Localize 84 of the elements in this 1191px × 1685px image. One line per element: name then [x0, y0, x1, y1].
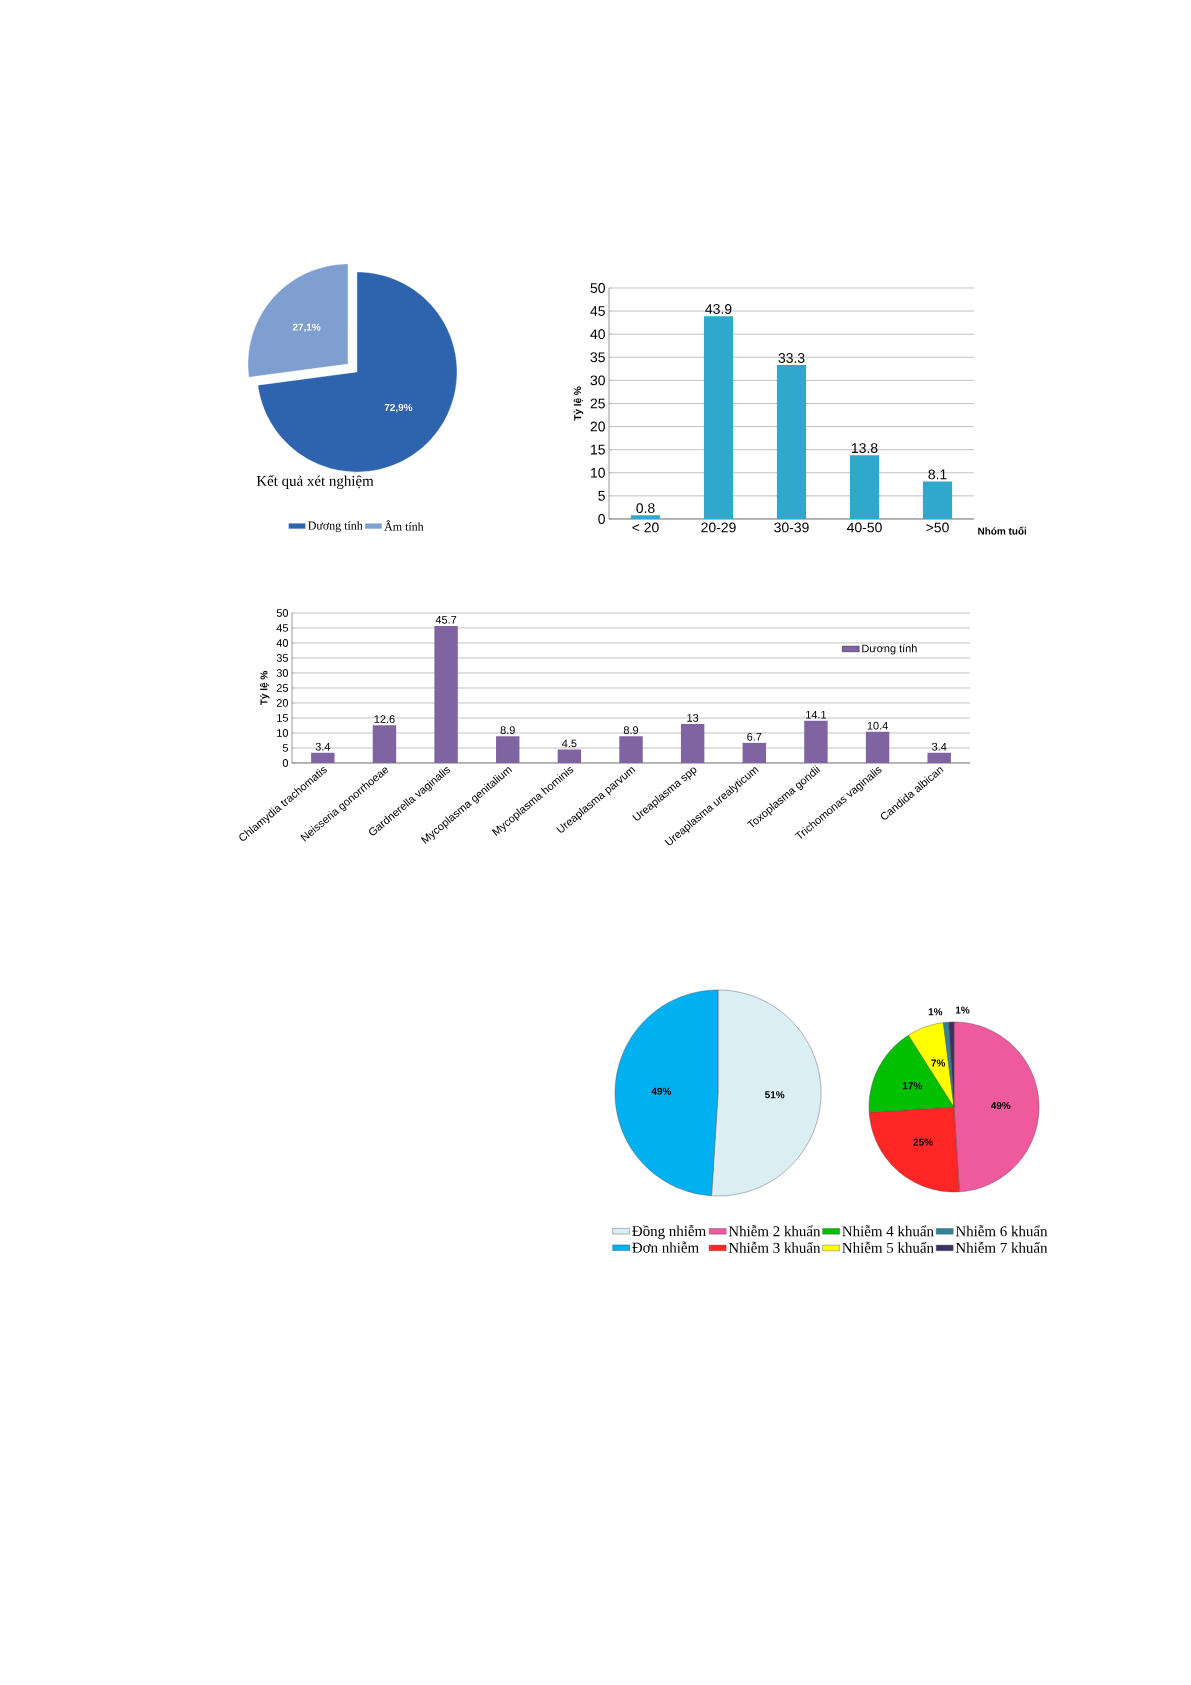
legend-label: Nhiễm 2 khuẩn — [728, 1225, 821, 1237]
bar — [680, 723, 705, 763]
x-tick-label: 20-29 — [701, 522, 736, 533]
legend-label: Đơn nhiễm — [632, 1241, 699, 1253]
legend-label: Đồng nhiễm — [632, 1224, 706, 1240]
data-label: 1% — [928, 1008, 943, 1016]
x-axis-title: Nhóm tuổi — [978, 526, 1027, 535]
data-label: 3.4 — [315, 742, 331, 751]
data-label: 4.5 — [562, 739, 577, 748]
data-label: 8.1 — [928, 469, 947, 480]
data-label: 1% — [955, 1006, 970, 1014]
data-label: 27,1% — [292, 323, 321, 333]
bar — [311, 752, 335, 763]
bar — [434, 625, 458, 763]
data-label: 6.7 — [747, 732, 762, 741]
text: Kết quả xét nghiệm — [256, 474, 374, 489]
x-tick-label: 30-39 — [774, 522, 809, 533]
y-tick-label: 20 — [276, 699, 289, 707]
data-label: 33.3 — [778, 353, 805, 363]
legend-label: Nhiễm 4 khuẩn — [842, 1225, 934, 1237]
data-label: 0.8 — [636, 503, 655, 514]
data-label: 13 — [687, 714, 699, 722]
y-axis-title: Tỷ lệ % — [573, 386, 584, 421]
bar — [742, 742, 766, 763]
data-label: 10.4 — [867, 721, 888, 730]
y-tick-label: 25 — [590, 398, 605, 409]
y-tick-label: 5 — [598, 491, 605, 501]
bar — [776, 365, 807, 519]
data-label: 43.9 — [705, 304, 732, 314]
y-tick-label: 10 — [277, 729, 289, 737]
legend-label: Nhiễm 5 khuẩn — [842, 1241, 934, 1253]
data-label: 14.1 — [806, 710, 827, 719]
data-label: 49% — [990, 1102, 1011, 1110]
bar — [619, 736, 643, 763]
y-tick-label: 45 — [590, 306, 605, 316]
legend-label: Nhiễm 6 khuẩn — [955, 1225, 1048, 1237]
y-tick-label: 35 — [276, 654, 289, 662]
bar — [372, 725, 397, 763]
data-label: 7% — [931, 1059, 946, 1067]
bar — [496, 736, 520, 763]
y-tick-label: 15 — [277, 714, 289, 722]
y-tick-label: 50 — [590, 283, 605, 293]
data-label: 12.6 — [374, 715, 395, 723]
legend-label: Nhiễm 3 khuẩn — [728, 1241, 821, 1253]
bar — [927, 752, 951, 763]
bar — [703, 316, 734, 519]
y-tick-label: 0 — [282, 759, 289, 767]
y-tick-label: 5 — [282, 744, 289, 752]
bar — [922, 481, 953, 519]
y-tick-label: 30 — [276, 669, 289, 677]
x-tick-label: < 20 — [632, 522, 659, 533]
data-label: 72,9% — [384, 403, 413, 413]
data-label: 8.9 — [623, 726, 639, 735]
legend-label: Nhiễm 7 khuẩn — [955, 1241, 1048, 1253]
bar — [865, 731, 890, 763]
bar — [804, 720, 828, 763]
data-label: 49% — [651, 1087, 672, 1095]
data-label: 25% — [913, 1138, 933, 1146]
data-label: 13.8 — [852, 443, 878, 454]
data-label: 8.9 — [500, 726, 515, 735]
data-label: 45.7 — [435, 616, 457, 624]
legend-label: Âm tính — [384, 520, 424, 531]
y-tick-label: 40 — [276, 639, 289, 647]
y-tick-label: 30 — [590, 375, 605, 386]
x-tick-label: >50 — [926, 522, 949, 533]
y-tick-label: 15 — [591, 444, 605, 455]
data-label: 3.4 — [932, 742, 947, 751]
legend-label: Dương tính — [308, 521, 363, 533]
y-tick-label: 0 — [598, 514, 605, 524]
data-label: 51% — [765, 1091, 785, 1099]
bar — [630, 515, 661, 519]
y-tick-label: 20 — [590, 421, 605, 432]
y-tick-label: 10 — [591, 467, 605, 478]
legend-label: Dương tính — [862, 644, 917, 655]
y-tick-label: 25 — [276, 684, 289, 692]
y-tick-label: 50 — [276, 609, 289, 617]
y-axis-title: Tỷ lệ % — [259, 671, 270, 706]
bar — [849, 455, 880, 519]
x-tick-label: 40-50 — [846, 522, 882, 533]
data-label: 17% — [903, 1082, 923, 1090]
y-tick-label: 40 — [590, 329, 605, 340]
bar — [557, 749, 582, 763]
y-tick-label: 45 — [276, 624, 289, 632]
y-tick-label: 35 — [590, 352, 605, 363]
